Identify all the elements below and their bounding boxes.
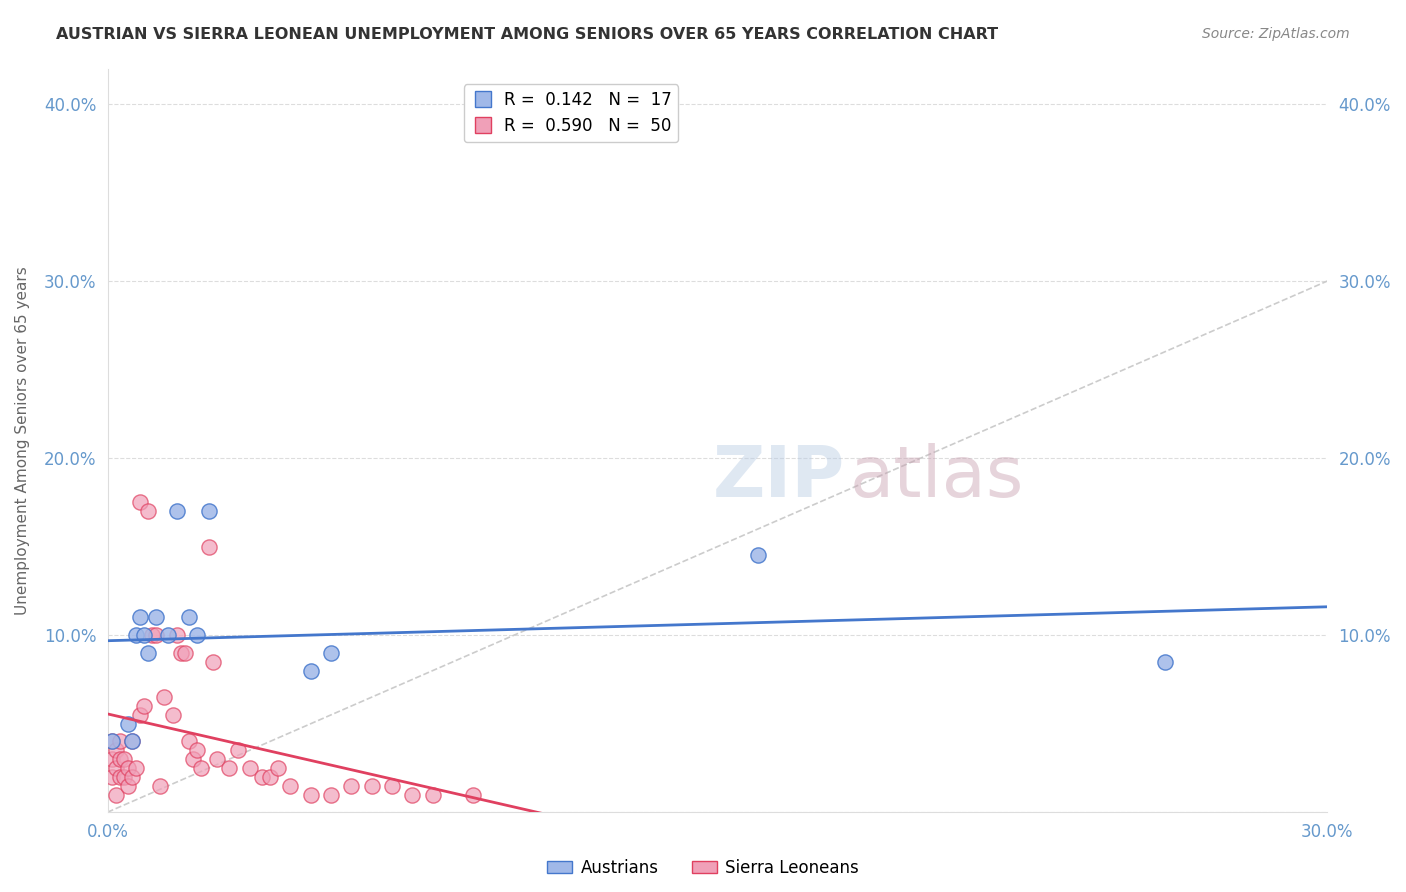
Point (340, 779, 363, 793)
Point (181, 752, 204, 766)
Point (112, 770, 135, 784)
Point (401, 788, 423, 802)
Point (299, 788, 322, 802)
Text: AUSTRIAN VS SIERRA LEONEAN UNEMPLOYMENT AMONG SENIORS OVER 65 YEARS CORRELATION : AUSTRIAN VS SIERRA LEONEAN UNEMPLOYMENT … (56, 27, 998, 42)
Point (218, 761, 240, 775)
Point (463, 788, 485, 802)
Point (250, 770, 273, 784)
Point (173, 646, 195, 660)
Point (360, 779, 382, 793)
Point (186, 628, 208, 642)
Point (166, 504, 188, 518)
Point (129, 495, 152, 509)
Y-axis label: Unemployment Among Seniors over 65 years: Unemployment Among Seniors over 65 years (15, 266, 30, 615)
Point (186, 743, 208, 757)
Point (198, 540, 221, 554)
Legend: R =  0.142   N =  17, R =  0.590   N =  50: R = 0.142 N = 17, R = 0.590 N = 50 (464, 84, 678, 142)
Point (117, 779, 139, 793)
Point (125, 761, 148, 775)
Point (104, 761, 127, 775)
Point (108, 734, 131, 748)
Point (170, 646, 193, 660)
Point (177, 610, 200, 624)
Point (129, 610, 152, 624)
Point (125, 628, 148, 642)
Point (422, 788, 444, 802)
Point (117, 761, 139, 775)
Point (136, 504, 159, 518)
Text: ZIP: ZIP (713, 443, 845, 512)
Point (162, 707, 184, 722)
Point (321, 646, 343, 660)
Point (100, 734, 122, 748)
Point (149, 779, 172, 793)
Point (136, 646, 159, 660)
Point (121, 734, 143, 748)
Text: Source: ZipAtlas.com: Source: ZipAtlas.com (1202, 27, 1350, 41)
Point (747, 549, 769, 563)
Point (104, 743, 127, 757)
Point (104, 788, 127, 802)
Point (259, 770, 281, 784)
Point (100, 734, 122, 748)
Point (108, 770, 131, 784)
Point (1153, 655, 1175, 669)
Point (117, 716, 139, 731)
Legend: Austrians, Sierra Leoneans: Austrians, Sierra Leoneans (540, 853, 866, 884)
Point (267, 761, 290, 775)
Point (132, 698, 155, 713)
Point (190, 761, 212, 775)
Point (299, 664, 322, 678)
Point (141, 628, 163, 642)
Point (207, 752, 229, 766)
Point (198, 504, 221, 518)
Point (145, 610, 167, 624)
Point (239, 761, 262, 775)
Point (280, 779, 302, 793)
Point (202, 655, 225, 669)
Point (121, 734, 143, 748)
Point (108, 752, 131, 766)
Point (112, 752, 135, 766)
Point (121, 770, 143, 784)
Point (153, 690, 176, 705)
Point (166, 628, 188, 642)
Point (157, 628, 180, 642)
Point (145, 628, 167, 642)
Point (100, 770, 122, 784)
Text: atlas: atlas (849, 443, 1024, 512)
Point (177, 734, 200, 748)
Point (100, 752, 122, 766)
Point (132, 628, 155, 642)
Point (226, 743, 249, 757)
Point (129, 707, 152, 722)
Point (381, 779, 404, 793)
Point (321, 788, 343, 802)
